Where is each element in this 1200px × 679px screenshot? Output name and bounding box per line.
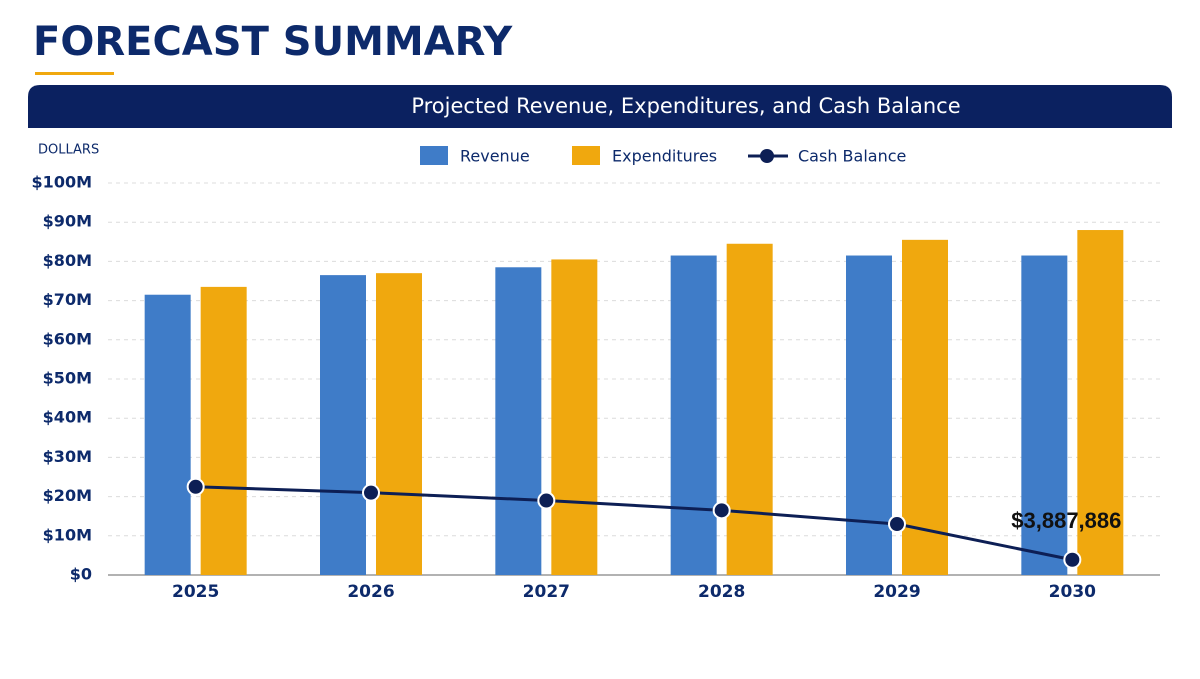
legend-label: Revenue — [460, 147, 530, 166]
y-tick-label: $30M — [43, 447, 92, 466]
y-tick-label: $20M — [43, 486, 92, 505]
legend-label: Expenditures — [612, 147, 717, 166]
x-tick-label: 2030 — [1049, 582, 1096, 602]
page-title: FORECAST SUMMARY — [33, 19, 513, 65]
bar — [376, 273, 422, 575]
y-tick-label: $40M — [43, 408, 92, 427]
y-tick-label: $100M — [32, 173, 92, 192]
data-label: $3,887,886 — [1011, 508, 1121, 533]
y-tick-label: $50M — [43, 369, 92, 388]
title-underline — [35, 72, 114, 75]
x-tick-label: 2025 — [172, 582, 219, 602]
bar — [551, 259, 598, 575]
legend-dot — [760, 149, 774, 163]
bar — [495, 267, 542, 575]
bar — [144, 294, 191, 575]
x-tick-label: 2026 — [347, 582, 394, 602]
y-tick-label: $70M — [43, 290, 92, 309]
line-point — [362, 483, 380, 502]
bar — [670, 255, 717, 575]
line — [195, 485, 1073, 562]
chart-title-bar — [28, 85, 1172, 128]
line-point — [186, 477, 205, 496]
y-tick-label: $80M — [43, 251, 92, 270]
chart-title: Projected Revenue, Expenditures, and Cas… — [411, 94, 960, 118]
bar — [1021, 255, 1068, 575]
x-tick-label: 2029 — [873, 582, 920, 602]
bar — [726, 243, 773, 575]
legend-swatch — [420, 146, 448, 165]
x-tick-label: 2028 — [698, 582, 745, 602]
bar — [200, 286, 247, 575]
bar — [1077, 230, 1124, 576]
line-point — [712, 501, 731, 520]
y-tick-label: $10M — [43, 525, 92, 544]
x-tick-label: 2027 — [523, 582, 570, 602]
line-point — [888, 515, 906, 534]
y-tick-label: $0 — [70, 565, 92, 584]
y-axis-label: DOLLARS — [38, 143, 99, 158]
bar — [320, 275, 366, 575]
line-point — [1063, 550, 1082, 569]
bar — [846, 255, 892, 575]
bar — [902, 239, 948, 575]
line-point — [537, 491, 556, 510]
y-tick-label: $60M — [43, 329, 92, 348]
legend-swatch — [572, 146, 600, 165]
y-tick-label: $90M — [43, 212, 92, 231]
legend-label: Cash Balance — [798, 147, 906, 166]
